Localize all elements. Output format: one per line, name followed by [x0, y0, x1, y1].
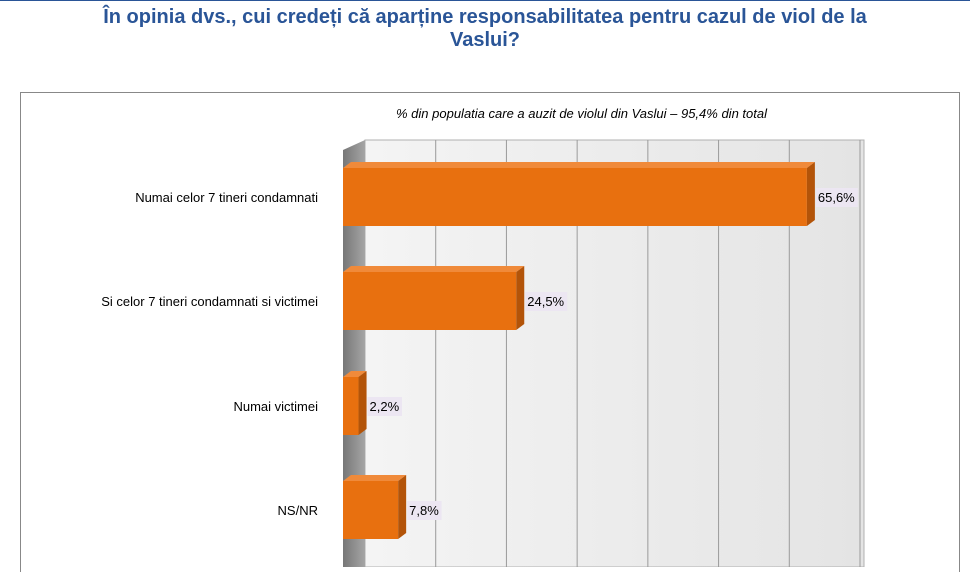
- bar-side-face: [806, 162, 815, 226]
- category-label: Numai celor 7 tineri condamnati: [135, 190, 318, 205]
- bar-top-face: [343, 371, 367, 377]
- bar-top-face: [343, 266, 525, 272]
- bar: [343, 168, 807, 226]
- value-label: 65,6%: [818, 190, 855, 205]
- chart-side-wall: [343, 140, 365, 567]
- bar-side-face: [358, 371, 367, 435]
- bar-side-face: [516, 266, 525, 330]
- top-rule: [0, 0, 970, 1]
- value-label: 24,5%: [527, 294, 564, 309]
- value-label-bg: [815, 188, 858, 207]
- chart-title-line-2: Vaslui?: [449, 29, 521, 51]
- bar-side-face: [398, 475, 407, 539]
- value-label-bg: [367, 397, 402, 416]
- chart-title-line-1: În opinia dvs., cui credeți că aparține …: [103, 6, 867, 28]
- category-label: Numai victimei: [233, 399, 318, 414]
- chart-title: În opinia dvs., cui credeți că aparține …: [0, 6, 970, 52]
- bar-top-face: [343, 475, 407, 481]
- bar: [343, 272, 517, 330]
- category-label: NS/NR: [278, 503, 318, 518]
- bar: [343, 481, 399, 539]
- bar-top-face: [343, 162, 815, 168]
- value-label-bg: [407, 501, 442, 520]
- value-label: 7,8%: [409, 503, 439, 518]
- value-label: 2,2%: [370, 399, 400, 414]
- category-label: Si celor 7 tineri condamnati si victimei: [101, 294, 318, 309]
- chart-subtitle: % din populatia care a auzit de violul d…: [396, 106, 767, 121]
- value-label-bg: [525, 292, 568, 311]
- bar: [343, 377, 359, 435]
